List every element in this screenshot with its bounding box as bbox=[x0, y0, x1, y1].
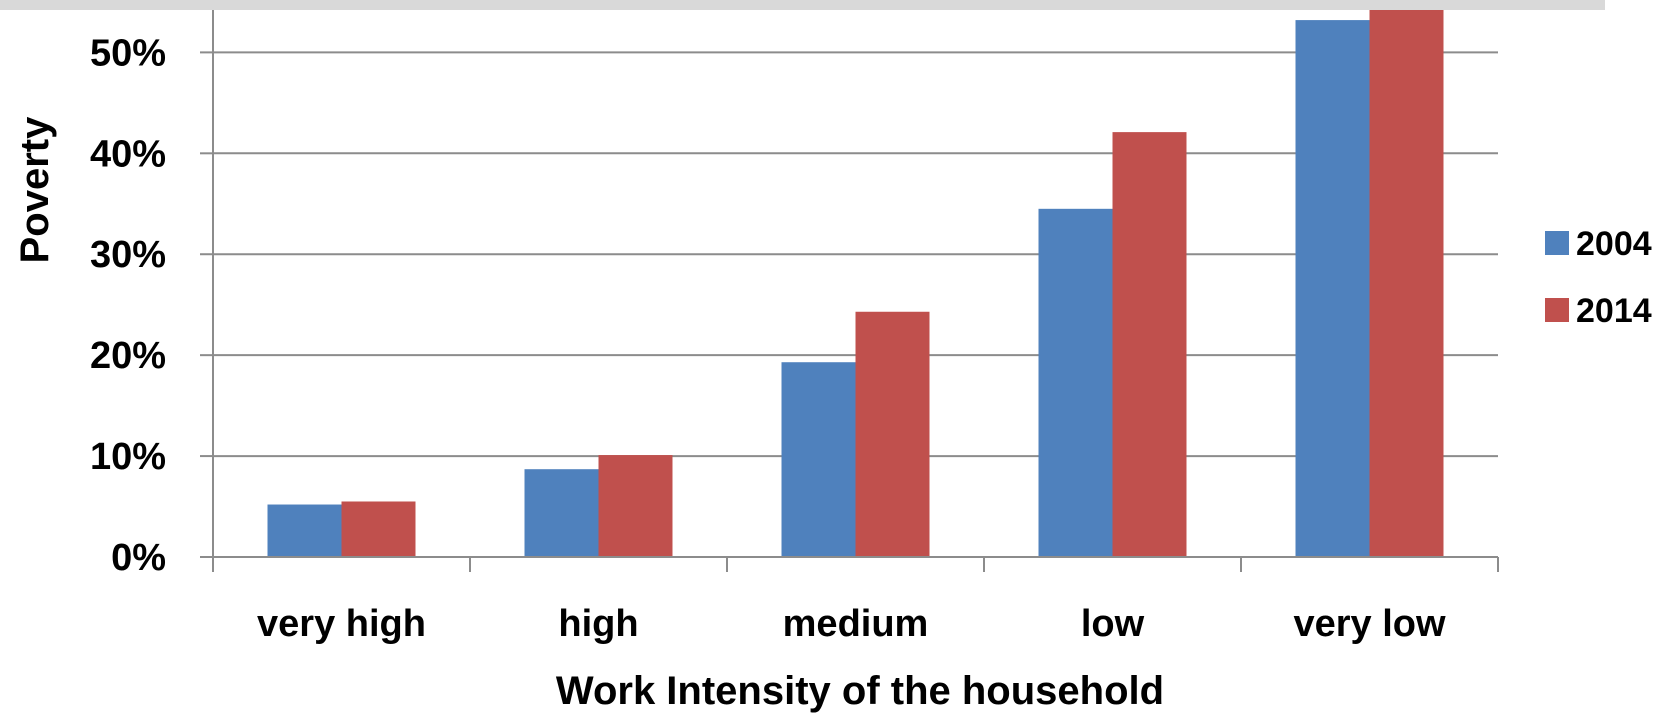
x-tick-label: very high bbox=[257, 603, 426, 645]
y-axis-title: Poverty bbox=[13, 116, 57, 263]
legend-swatch-2014 bbox=[1545, 298, 1569, 322]
bar-2004-very-high bbox=[267, 504, 342, 557]
top-strip bbox=[0, 0, 1605, 10]
y-tick-labels: 0% 10% 20% 30% 40% 50% bbox=[90, 32, 166, 579]
x-axis-title: Work Intensity of the household bbox=[556, 669, 1164, 713]
gridlines bbox=[213, 51, 1498, 458]
bar-2014-low bbox=[1112, 132, 1187, 557]
bar-2014-medium bbox=[855, 311, 930, 557]
bar-2004-medium bbox=[781, 362, 856, 557]
legend-swatch-2004 bbox=[1545, 231, 1569, 255]
bar-2014-very-high bbox=[341, 501, 416, 557]
y-tick-label: 20% bbox=[90, 335, 166, 377]
y-tick-label: 50% bbox=[90, 32, 166, 74]
bar-2004-very-low bbox=[1295, 20, 1370, 558]
y-tick-label: 30% bbox=[90, 234, 166, 276]
axes bbox=[200, 10, 1499, 572]
x-tick-labels: very high high medium low very low bbox=[257, 603, 1446, 645]
y-tick-label: 40% bbox=[90, 133, 166, 175]
bars bbox=[267, 10, 1444, 558]
x-tick-label: medium bbox=[783, 603, 929, 645]
bar-2004-low bbox=[1038, 208, 1113, 558]
legend: 2004 2014 bbox=[1545, 225, 1652, 330]
legend-label-2014: 2014 bbox=[1576, 292, 1652, 330]
x-tick-label: low bbox=[1081, 603, 1145, 645]
bar-2014-high bbox=[598, 455, 673, 557]
y-tick-label: 10% bbox=[90, 436, 166, 478]
legend-label-2004: 2004 bbox=[1576, 225, 1652, 263]
bar-2014-very-low bbox=[1369, 10, 1444, 557]
x-tick-label: very low bbox=[1293, 603, 1446, 645]
x-tick-label: high bbox=[558, 603, 638, 645]
y-tick-label: 0% bbox=[111, 537, 166, 579]
bar-2004-high bbox=[524, 469, 599, 557]
